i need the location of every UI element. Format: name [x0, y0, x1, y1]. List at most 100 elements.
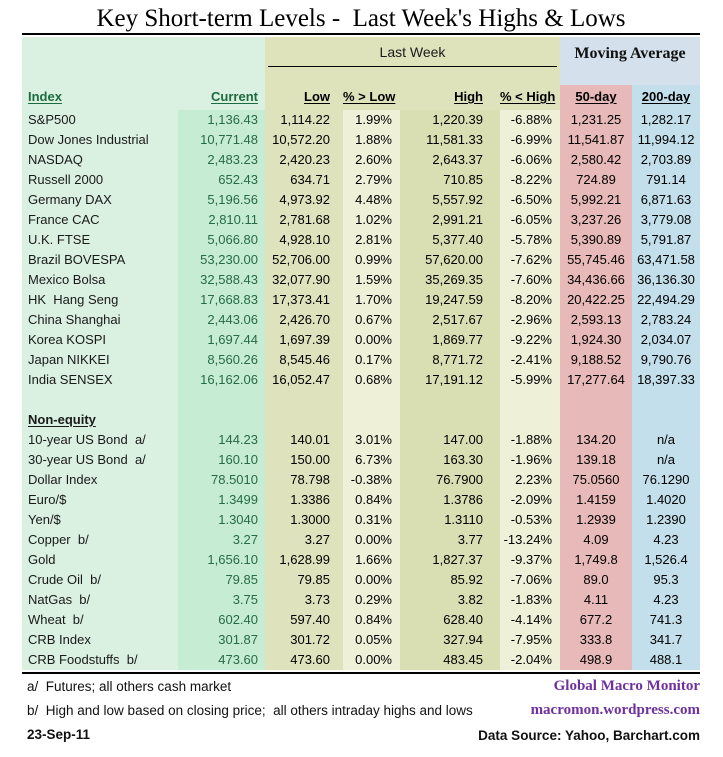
cell-low: 1,114.22	[265, 110, 343, 130]
cell-pct-above-low: 1.88%	[343, 130, 400, 150]
cell-ma-50day: 333.8	[560, 630, 632, 650]
cell-low	[265, 390, 343, 410]
table-row: CRB Index 301.87 301.72 0.05% 327.94 -7.…	[22, 630, 700, 650]
cell-current	[178, 390, 265, 410]
cell-ma-50day: 3,237.26	[560, 210, 632, 230]
cell-current: 53,230.00	[178, 250, 265, 270]
cell-index-name: Germany DAX	[22, 190, 178, 210]
last-week-underline	[268, 66, 557, 67]
cell-index-name: Japan NIKKEI	[22, 350, 178, 370]
cell-low: 79.85	[265, 570, 343, 590]
cell-pct-below-high: -6.50%	[500, 190, 560, 210]
table-row: Brazil BOVESPA 53,230.00 52,706.00 0.99%…	[22, 250, 700, 270]
table-row: France CAC 2,810.11 2,781.68 1.02% 2,991…	[22, 210, 700, 230]
cell-low: 1,697.39	[265, 330, 343, 350]
cell-high	[400, 410, 500, 430]
cell-low: 634.71	[265, 170, 343, 190]
cell-pct-below-high: -6.99%	[500, 130, 560, 150]
table-row: U.K. FTSE 5,066.80 4,928.10 2.81% 5,377.…	[22, 230, 700, 250]
cell-low: 150.00	[265, 450, 343, 470]
cell-ma-200day: 1.4020	[632, 490, 700, 510]
cell-pct-above-low: 0.00%	[343, 650, 400, 670]
cell-high: 5,557.92	[400, 190, 500, 210]
cell-ma-200day: n/a	[632, 430, 700, 450]
levels-table: Last Week Moving Average Index Current L…	[22, 37, 700, 670]
cell-ma-200day: 741.3	[632, 610, 700, 630]
cell-current: 8,560.26	[178, 350, 265, 370]
cell-index-name: Mexico Bolsa	[22, 270, 178, 290]
cell-current: 1,697.44	[178, 330, 265, 350]
cell-ma-200day: 2,034.07	[632, 330, 700, 350]
column-header-high: High	[400, 85, 500, 110]
cell-ma-200day: 5,791.87	[632, 230, 700, 250]
table-row: Korea KOSPI 1,697.44 1,697.39 0.00% 1,86…	[22, 330, 700, 350]
table-row: NatGas b/ 3.75 3.73 0.29% 3.82 -1.83% 4.…	[22, 590, 700, 610]
cell-ma-50day: 4.11	[560, 590, 632, 610]
cell-low	[265, 410, 343, 430]
cell-low: 473.60	[265, 650, 343, 670]
column-header-current: Current	[178, 85, 265, 110]
cell-high: 19,247.59	[400, 290, 500, 310]
cell-low: 3.73	[265, 590, 343, 610]
cell-pct-above-low: -0.38%	[343, 470, 400, 490]
cell-high: 1.3110	[400, 510, 500, 530]
cell-current: 3.27	[178, 530, 265, 550]
cell-pct-below-high: -2.04%	[500, 650, 560, 670]
cell-current: 2,483.23	[178, 150, 265, 170]
cell-pct-above-low: 0.84%	[343, 490, 400, 510]
cell-pct-above-low: 3.01%	[343, 430, 400, 450]
brand-url[interactable]: macromon.wordpress.com	[530, 702, 700, 718]
data-source: Data Source: Yahoo, Barchart.com	[478, 728, 700, 743]
cell-pct-below-high: -7.60%	[500, 270, 560, 290]
table-row: China Shanghai 2,443.06 2,426.70 0.67% 2…	[22, 310, 700, 330]
cell-ma-50day: 498.9	[560, 650, 632, 670]
cell-pct-above-low	[343, 390, 400, 410]
cell-high: 710.85	[400, 170, 500, 190]
cell-index-name: CRB Index	[22, 630, 178, 650]
cell-pct-below-high: -8.22%	[500, 170, 560, 190]
cell-pct-below-high: -7.62%	[500, 250, 560, 270]
cell-low: 8,545.46	[265, 350, 343, 370]
cell-low: 1,628.99	[265, 550, 343, 570]
cell-low: 4,928.10	[265, 230, 343, 250]
cell-ma-50day	[560, 390, 632, 410]
cell-pct-above-low: 2.60%	[343, 150, 400, 170]
title-rule	[22, 33, 700, 35]
cell-ma-200day: n/a	[632, 450, 700, 470]
column-group-band: Last Week Moving Average	[22, 37, 700, 85]
cell-ma-200day: 9,790.76	[632, 350, 700, 370]
cell-current: 10,771.48	[178, 130, 265, 150]
column-header-50day: 50-day	[560, 85, 632, 110]
cell-pct-above-low: 2.81%	[343, 230, 400, 250]
cell-current: 602.40	[178, 610, 265, 630]
table-row: Wheat b/ 602.40 597.40 0.84% 628.40 -4.1…	[22, 610, 700, 630]
cell-pct-above-low: 2.79%	[343, 170, 400, 190]
table-row: Japan NIKKEI 8,560.26 8,545.46 0.17% 8,7…	[22, 350, 700, 370]
table-row: NASDAQ 2,483.23 2,420.23 2.60% 2,643.37 …	[22, 150, 700, 170]
column-group-moving-average: Moving Average	[560, 37, 700, 85]
cell-ma-50day: 5,390.89	[560, 230, 632, 250]
footnote-a: a/ Futures; all others cash market	[27, 679, 232, 694]
cell-high: 76.7900	[400, 470, 500, 490]
cell-ma-50day: 677.2	[560, 610, 632, 630]
cell-ma-50day: 75.0560	[560, 470, 632, 490]
cell-index-name: S&P500	[22, 110, 178, 130]
cell-pct-below-high: -0.53%	[500, 510, 560, 530]
cell-pct-above-low	[343, 410, 400, 430]
cell-ma-200day: 3,779.08	[632, 210, 700, 230]
cell-low: 1.3386	[265, 490, 343, 510]
cell-pct-below-high: -2.96%	[500, 310, 560, 330]
cell-ma-50day: 5,992.21	[560, 190, 632, 210]
cell-ma-200day: 2,783.24	[632, 310, 700, 330]
cell-index-name: Korea KOSPI	[22, 330, 178, 350]
cell-high: 5,377.40	[400, 230, 500, 250]
cell-current: 17,668.83	[178, 290, 265, 310]
cell-ma-50day: 55,745.46	[560, 250, 632, 270]
cell-current: 473.60	[178, 650, 265, 670]
cell-high: 483.45	[400, 650, 500, 670]
cell-high: 3.82	[400, 590, 500, 610]
cell-pct-below-high: -7.95%	[500, 630, 560, 650]
cell-high: 327.94	[400, 630, 500, 650]
cell-current: 1,136.43	[178, 110, 265, 130]
cell-current: 1,656.10	[178, 550, 265, 570]
